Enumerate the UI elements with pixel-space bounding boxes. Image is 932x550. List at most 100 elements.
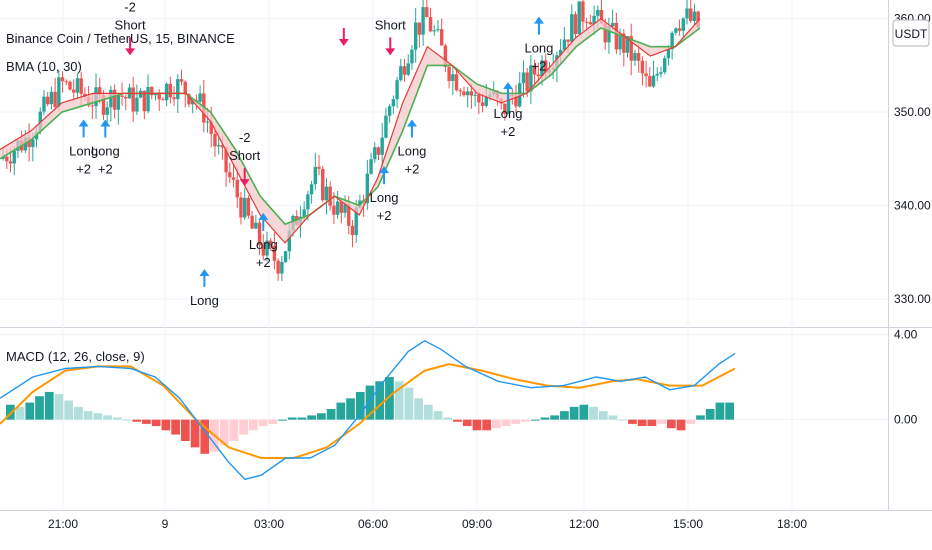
long-label: Long bbox=[524, 41, 553, 56]
long-label: +2 bbox=[256, 255, 271, 270]
indicator-label: BMA (10, 30) bbox=[6, 59, 82, 74]
macd-histogram-bar bbox=[151, 419, 161, 427]
candle-body bbox=[670, 32, 674, 50]
long-arrowhead bbox=[100, 119, 111, 127]
macd-histogram-bar bbox=[560, 411, 569, 420]
candle-body bbox=[98, 87, 102, 96]
macd-histogram-bar bbox=[249, 419, 258, 431]
macd-histogram-bar bbox=[336, 402, 346, 420]
macd-histogram-bar bbox=[278, 419, 287, 421]
candle-body bbox=[112, 89, 117, 110]
candle-body bbox=[681, 18, 685, 31]
candle-body bbox=[480, 102, 485, 106]
macd-histogram-bar bbox=[492, 419, 501, 429]
macd-histogram-bar bbox=[414, 398, 423, 420]
macd-histogram-bar bbox=[394, 381, 404, 420]
candle-body bbox=[384, 115, 388, 138]
long-arrowhead bbox=[78, 119, 89, 127]
macd-histogram-bar bbox=[229, 419, 239, 441]
short-arrowhead bbox=[239, 179, 250, 187]
macd-histogram-bar bbox=[715, 402, 725, 420]
candle-body bbox=[109, 89, 113, 108]
macd-histogram-bar bbox=[443, 417, 453, 420]
candle-body bbox=[60, 77, 65, 82]
candle-body bbox=[417, 22, 422, 35]
candle-body bbox=[692, 11, 697, 21]
macd-histogram-bar bbox=[190, 419, 200, 448]
macd-histogram-bar bbox=[355, 391, 365, 420]
candle-body bbox=[562, 39, 567, 50]
long-label: Long bbox=[370, 190, 399, 205]
candle-body bbox=[685, 8, 689, 19]
macd-histogram-bar bbox=[501, 419, 511, 427]
candle-body bbox=[339, 201, 344, 213]
candle-body bbox=[313, 166, 318, 185]
long-label: Long bbox=[397, 143, 426, 158]
currency-badge[interactable] bbox=[892, 19, 930, 47]
candle-body bbox=[607, 26, 611, 43]
candle-body bbox=[343, 204, 347, 213]
candle-body bbox=[124, 96, 128, 99]
candle-body bbox=[588, 22, 593, 25]
candle-body bbox=[391, 99, 396, 107]
macd-histogram-bar bbox=[64, 400, 74, 420]
long-label: Long bbox=[91, 143, 120, 158]
macd-histogram-bar bbox=[112, 417, 122, 420]
macd-histogram-bar bbox=[666, 419, 676, 429]
candle-body bbox=[536, 74, 541, 77]
macd-histogram-bar bbox=[44, 391, 54, 420]
candle-body bbox=[436, 29, 440, 31]
candle-body bbox=[503, 103, 507, 114]
candle-body bbox=[570, 14, 574, 42]
short-label: -2 bbox=[239, 130, 251, 145]
candle-body bbox=[406, 63, 410, 75]
long-label: Long bbox=[190, 293, 219, 308]
candle-body bbox=[280, 262, 284, 274]
candle-body bbox=[410, 49, 414, 64]
candle-body bbox=[558, 49, 563, 56]
candle-body bbox=[610, 22, 615, 27]
candle-body bbox=[439, 29, 444, 46]
macd-histogram-bar bbox=[74, 406, 83, 420]
candle-body bbox=[172, 97, 176, 100]
candle-body bbox=[302, 209, 306, 217]
candle-body bbox=[451, 74, 455, 81]
candle-body bbox=[689, 8, 693, 21]
candle-body bbox=[659, 72, 663, 74]
candle-body bbox=[68, 81, 72, 90]
pane-separator bbox=[0, 327, 932, 328]
candle-body bbox=[395, 80, 399, 100]
symbol-title: Binance Coin / TetherUS, 15, BINANCE bbox=[6, 31, 235, 46]
macd-line bbox=[0, 339, 736, 481]
long-label: +2 bbox=[98, 161, 113, 176]
candle-body bbox=[625, 36, 630, 53]
macd-histogram-bar bbox=[628, 419, 637, 424]
candle-body bbox=[566, 39, 570, 42]
macd-histogram-bar bbox=[608, 415, 618, 420]
candle-body bbox=[443, 45, 448, 67]
candle-body bbox=[350, 225, 355, 236]
candle-body bbox=[116, 95, 121, 110]
candle-body bbox=[105, 107, 109, 115]
candle-body bbox=[640, 60, 645, 74]
macd-histogram-bar bbox=[618, 419, 628, 421]
price-tick-label: 340.00 bbox=[894, 199, 931, 213]
candle-body bbox=[5, 156, 9, 162]
macd-histogram-bar bbox=[180, 419, 190, 441]
macd-histogram-bar bbox=[268, 419, 278, 424]
candle-body bbox=[261, 245, 265, 256]
moving-averages bbox=[0, 17, 701, 244]
candle-body bbox=[633, 52, 637, 61]
macd-histogram-bar bbox=[686, 419, 696, 424]
macd-histogram-bar bbox=[511, 419, 521, 424]
candle-body bbox=[31, 139, 35, 148]
candle-body bbox=[402, 66, 407, 75]
time-tick-label: 09:00 bbox=[462, 517, 492, 531]
candle-body bbox=[242, 197, 247, 218]
time-tick-label: 06:00 bbox=[358, 517, 388, 531]
candle-body bbox=[246, 197, 251, 216]
candle-body bbox=[328, 186, 332, 206]
long-arrowhead bbox=[379, 166, 390, 174]
